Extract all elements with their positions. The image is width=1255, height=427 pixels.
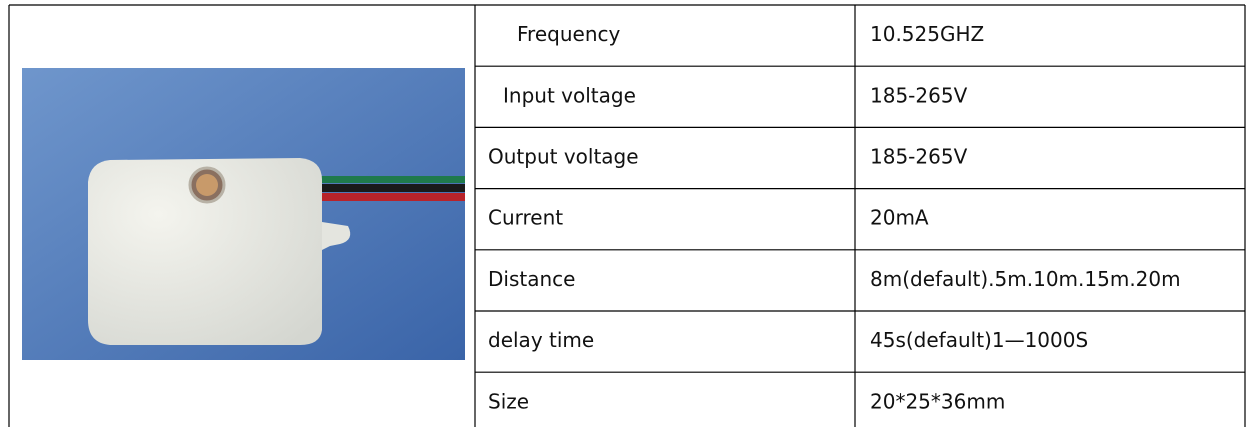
spec-label: Distance: [488, 267, 575, 291]
black-wire: [300, 184, 465, 192]
product-photo: [22, 68, 465, 360]
spec-label: Size: [488, 389, 529, 413]
spec-label: Current: [488, 206, 563, 230]
spec-value: 45s(default)1—1000S: [870, 328, 1088, 352]
spec-value: 20*25*36mm: [870, 389, 1005, 413]
spec-value: 185-265V: [870, 145, 968, 169]
spec-label: delay time: [488, 328, 594, 352]
page: Frequency 10.525GHZ Input voltage 185-265V O…: [0, 0, 1255, 427]
spec-label: Input voltage: [503, 83, 636, 107]
spec-label: Frequency: [517, 22, 620, 46]
spec-value: 185-265V: [870, 83, 968, 107]
table-cells: Frequency 10.525GHZ Input voltage 185-265V O…: [488, 22, 1181, 413]
spec-value: 20mA: [870, 206, 929, 230]
spec-label: Output voltage: [488, 145, 639, 169]
spec-value: 10.525GHZ: [870, 22, 984, 46]
green-wire: [300, 176, 465, 183]
red-wire: [300, 193, 465, 201]
sensor-core: [196, 174, 218, 196]
spec-sheet: Frequency 10.525GHZ Input voltage 185-265V O…: [0, 0, 1255, 427]
spec-value: 8m(default).5m.10m.15m.20m: [870, 267, 1181, 291]
